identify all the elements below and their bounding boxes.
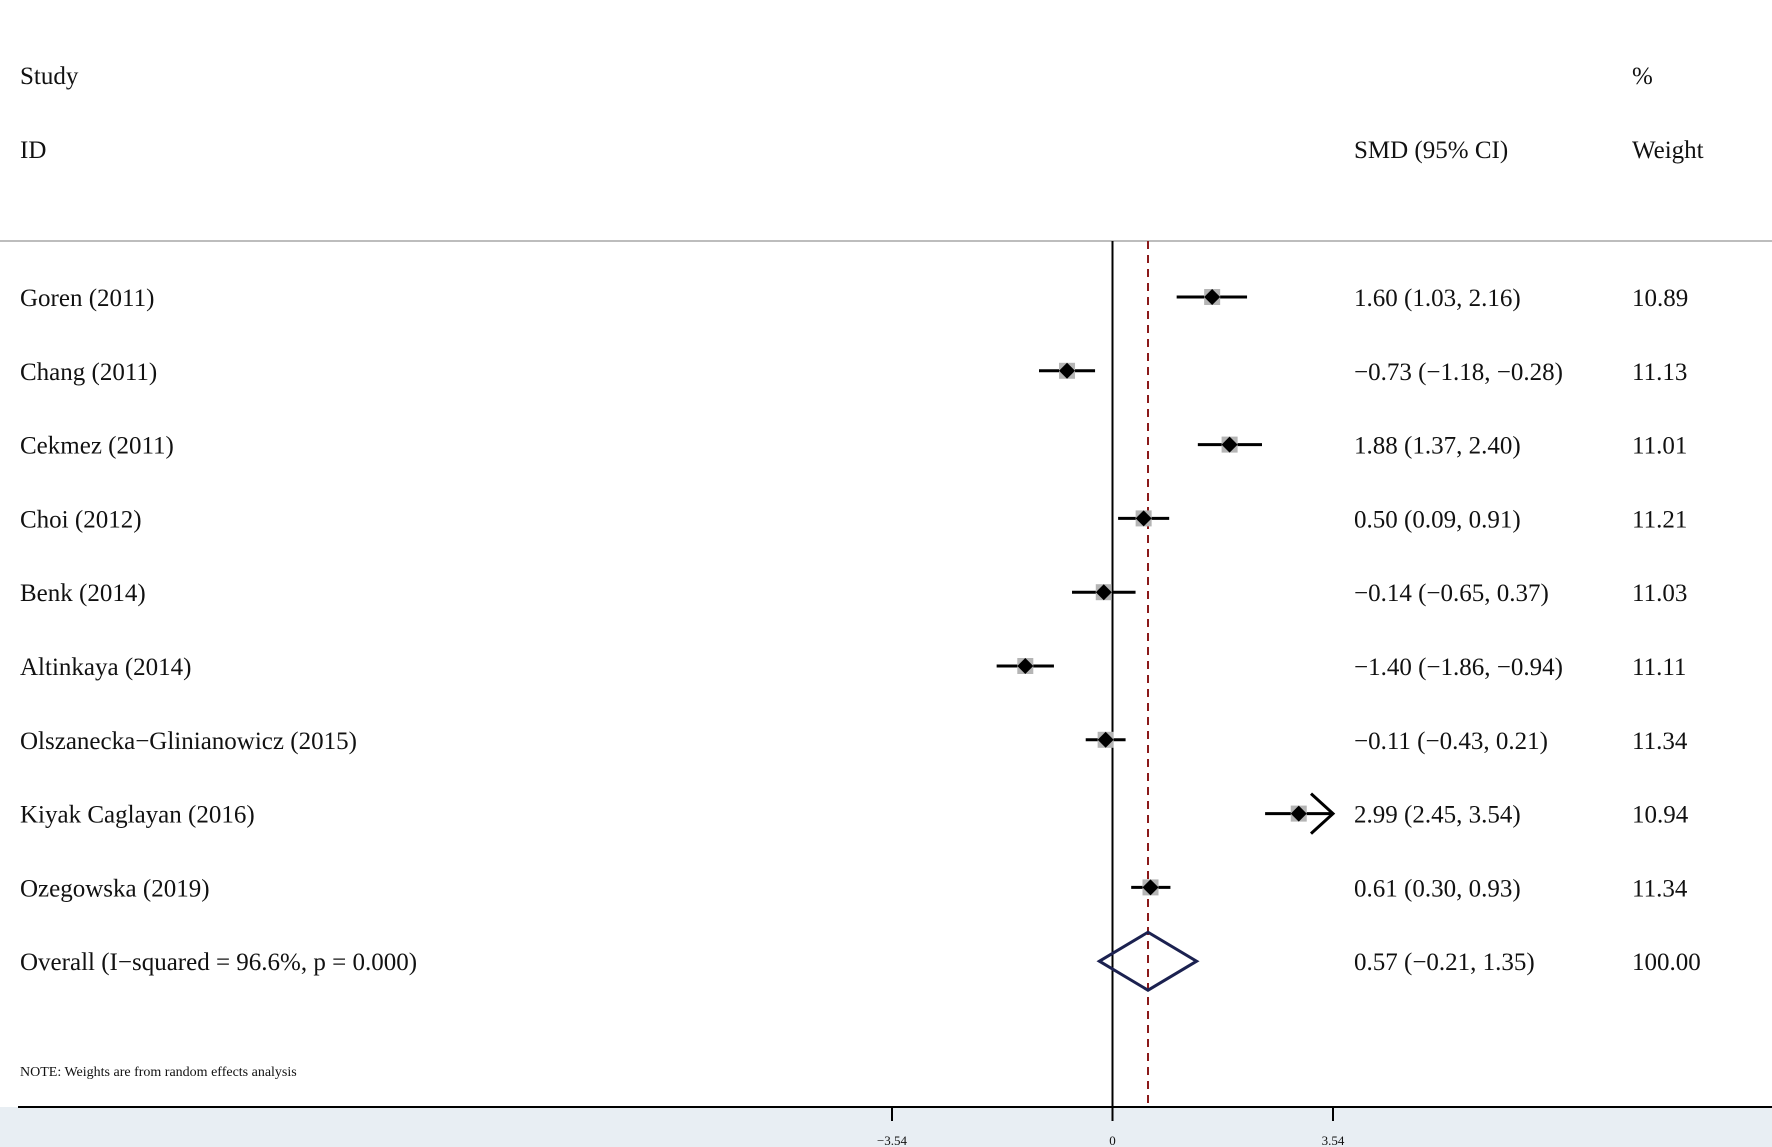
weight-text: 11.01 [1632,433,1687,460]
point-estimate [1290,805,1307,822]
ci-text: −0.73 (−1.18, −0.28) [1354,359,1563,386]
header-smd: SMD (95% CI) [1354,137,1508,164]
weight-text: 10.89 [1632,285,1688,312]
study-label: Benk (2014) [20,580,146,607]
weight-text: 11.11 [1632,654,1686,681]
overall-label: Overall (I−squared = 96.6%, p = 0.000) [20,949,417,976]
x-tick-label: 0 [1109,1133,1116,1147]
header-weight: Weight [1632,137,1704,164]
study-row: Benk (2014) −0.14 (−0.65, 0.37) 11.03 [20,580,1687,607]
point-estimate [1059,362,1076,379]
point-estimate [1142,879,1159,896]
study-row: Choi (2012) 0.50 (0.09, 0.91) 11.21 [20,506,1687,533]
ci-text: −1.40 (−1.86, −0.94) [1354,654,1563,681]
study-label: Chang (2011) [20,359,157,386]
weight-text: 10.94 [1632,802,1689,829]
weight-text: 11.21 [1632,506,1687,533]
overall-row: Overall (I−squared = 96.6%, p = 0.000) 0.… [20,930,1701,992]
weight-text: 11.13 [1632,359,1687,386]
study-label: Goren (2011) [20,285,154,312]
ci-arrow [1309,792,1336,835]
study-row: Altinkaya (2014) −1.40 (−1.86, −0.94) 11.1… [20,654,1686,681]
ci-text: 1.60 (1.03, 2.16) [1354,285,1521,312]
study-label: Ozegowska (2019) [20,875,210,902]
overall-diamond [1096,930,1200,992]
overall-ci-text: 0.57 (−0.21, 1.35) [1354,949,1535,976]
study-label: Cekmez (2011) [20,433,174,460]
study-rows: Goren (2011) 1.60 (1.03, 2.16) 10.89 Chang … [20,285,1701,992]
study-label: Olszanecka−Glinianowicz (2015) [20,728,357,755]
ci-text: 0.50 (0.09, 0.91) [1354,506,1521,533]
x-tick-label: −3.54 [877,1133,908,1147]
point-estimate [1221,436,1238,453]
study-row: Olszanecka−Glinianowicz (2015) −0.11 (−0.… [20,728,1688,755]
header-percent: % [1632,63,1653,90]
ci-text: 1.88 (1.37, 2.40) [1354,433,1521,460]
axis-band [0,1107,1772,1147]
ci-text: 0.61 (0.30, 0.93) [1354,875,1521,902]
study-row: Chang (2011) −0.73 (−1.18, −0.28) 11.13 [20,359,1687,386]
study-row: Ozegowska (2019) 0.61 (0.30, 0.93) 11.34 [20,875,1688,902]
study-label: Kiyak Caglayan (2016) [20,802,255,829]
ci-text: 2.99 (2.45, 3.54) [1354,802,1521,829]
x-ticks: −3.54 0 3.54 [877,1107,1345,1147]
header-id: ID [20,137,46,164]
weight-text: 11.34 [1632,875,1688,902]
footnote: NOTE: Weights are from random effects an… [20,1065,297,1080]
point-estimate [1097,731,1114,748]
point-estimate [1135,510,1152,527]
study-row: Kiyak Caglayan (2016) 2.99 (2.45, 3.54) 10… [20,792,1689,835]
ci-text: −0.14 (−0.65, 0.37) [1354,580,1549,607]
point-estimate [1095,584,1112,601]
weight-text: 11.34 [1632,728,1688,755]
point-estimate [1204,289,1221,305]
overall-weight-text: 100.00 [1632,949,1701,976]
study-row: Cekmez (2011) 1.88 (1.37, 2.40) 11.01 [20,433,1687,460]
weight-text: 11.03 [1632,580,1687,607]
x-tick-label: 3.54 [1322,1133,1345,1147]
study-row: Goren (2011) 1.60 (1.03, 2.16) 10.89 [20,285,1688,312]
point-estimate [1017,658,1034,674]
study-label: Choi (2012) [20,506,142,533]
study-label: Altinkaya (2014) [20,654,191,681]
header-study: Study [20,63,79,90]
ci-text: −0.11 (−0.43, 0.21) [1354,728,1548,755]
